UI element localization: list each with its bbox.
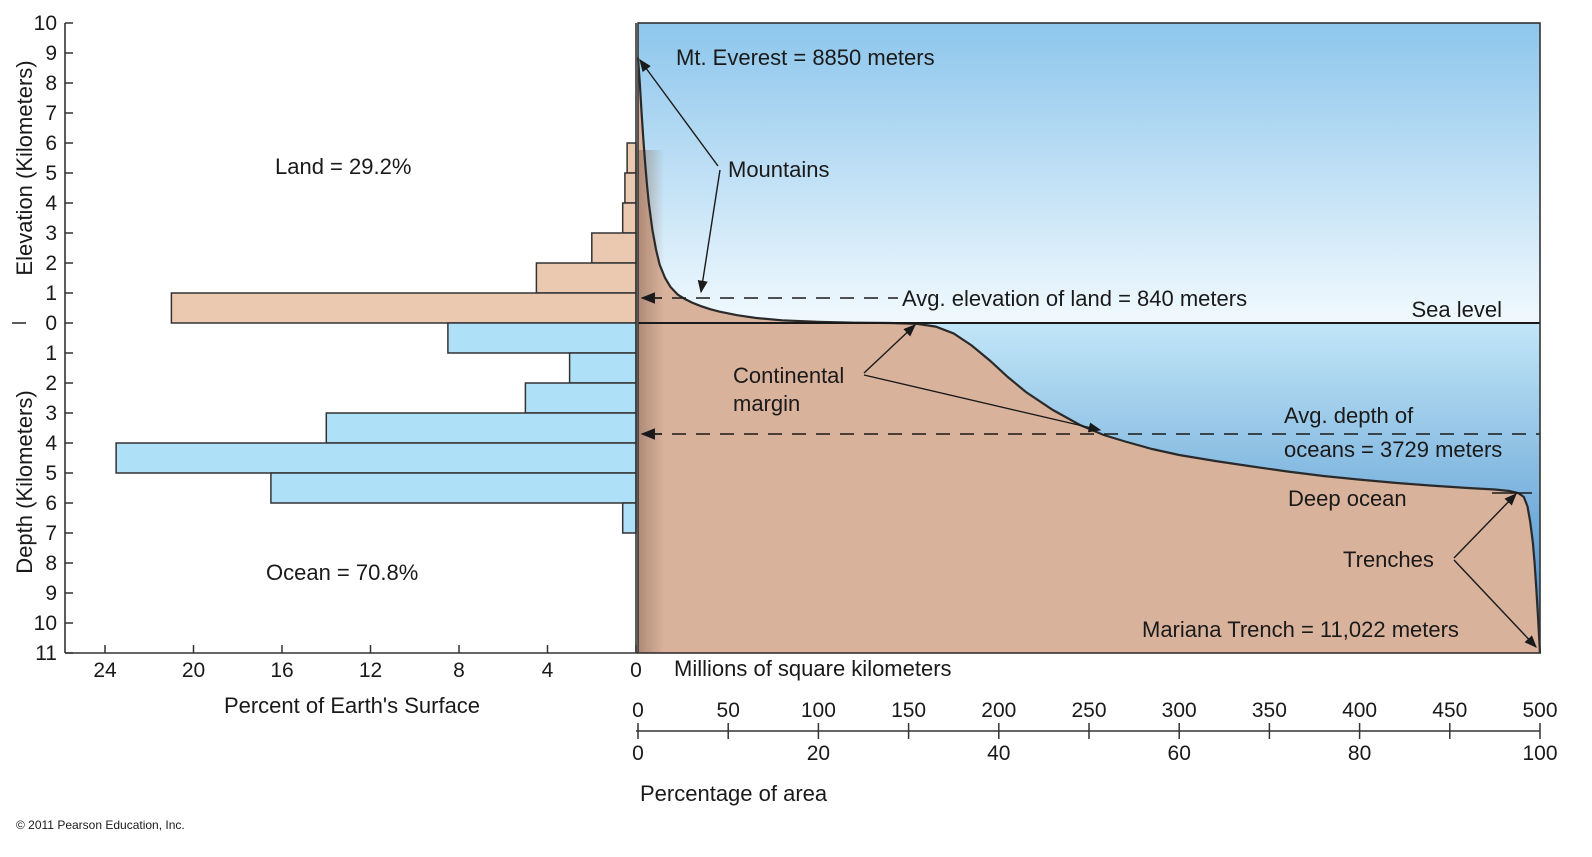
km2-tick-label: 150 <box>891 699 926 722</box>
km2-tick-label: 100 <box>801 699 836 722</box>
y-tick-label: 4 <box>45 432 57 455</box>
y-tick-label: 0 <box>45 312 57 335</box>
percentage-tick-label: 80 <box>1348 742 1371 765</box>
km2-tick-label: 50 <box>717 699 740 722</box>
continental-margin-arrow-shelf <box>863 324 916 374</box>
km2-tick-label: 0 <box>632 699 644 722</box>
percentage-tick-label: 100 <box>1522 742 1557 765</box>
elevation-axis-title: Elevation (Kilometers) <box>12 60 37 275</box>
million-km2-axis: 0 50 100 150 200 250 300 350 400 450 500 <box>632 699 1558 739</box>
histogram-bar-land-3 <box>591 232 637 264</box>
y-tick-label: 8 <box>45 72 57 95</box>
copyright-notice: © 2011 Pearson Education, Inc. <box>16 818 185 832</box>
y-tick-label: 6 <box>45 492 57 515</box>
percentage-tick-label: 40 <box>987 742 1010 765</box>
percent-tick-label: 12 <box>359 659 382 682</box>
y-tick-label: 7 <box>45 522 57 545</box>
y-tick-label: 4 <box>45 192 57 215</box>
percentage-tick-label: 0 <box>632 742 644 765</box>
percent-tick-label: 24 <box>93 659 117 682</box>
area-axis-title: Millions of square kilometers <box>674 656 952 681</box>
km2-tick-label: 300 <box>1162 699 1197 722</box>
sea-level-label: Sea level <box>1411 297 1502 322</box>
y-tick-label: 10 <box>34 12 57 35</box>
hypsometric-frame <box>637 22 1541 654</box>
histogram-bar-ocean-8 <box>524 382 637 414</box>
histogram-bar-ocean-9 <box>325 412 637 444</box>
mountains-label: Mountains <box>728 157 830 182</box>
y-tick-label: 5 <box>45 162 57 185</box>
histogram-bars <box>115 142 637 534</box>
km2-tick-label: 500 <box>1522 699 1557 722</box>
y-tick-label: 11 <box>35 642 57 665</box>
deep-ocean-label: Deep ocean <box>1288 486 1407 511</box>
crust-shadow <box>638 150 664 653</box>
hypsometric-curve <box>636 57 1542 654</box>
histogram-bar-land-2 <box>621 202 637 234</box>
land-percent-label: Land = 29.2% <box>275 154 411 179</box>
trenches-arrow-lower <box>1453 559 1537 648</box>
y-tick-label: 1 <box>45 282 57 305</box>
mariana-trench-label: Mariana Trench = 11,022 meters <box>1142 617 1459 642</box>
avg-ocean-depth-label-line1: Avg. depth of <box>1284 403 1414 428</box>
percent-tick-label: 16 <box>270 659 293 682</box>
y-tick-label: 10 <box>34 612 57 635</box>
y-tick-label: 3 <box>45 402 57 425</box>
trenches-label: Trenches <box>1343 547 1434 572</box>
histogram-bar-ocean-7 <box>568 352 637 384</box>
everest-label: Mt. Everest = 8850 meters <box>676 45 935 70</box>
percent-tick-label: 4 <box>542 659 554 682</box>
y-tick-label: 9 <box>45 582 57 605</box>
percent-tick-label: 8 <box>453 659 465 682</box>
y-tick-label: 9 <box>45 42 57 65</box>
histogram-bar-ocean-6 <box>447 322 637 354</box>
km2-tick-label: 450 <box>1432 699 1467 722</box>
hypsometric-panel: Sea level Avg. elevation of land = 840 m… <box>636 22 1542 654</box>
y-tick-label: 5 <box>45 462 57 485</box>
mountains-arrow-to-peak <box>639 58 719 167</box>
km2-tick-label: 250 <box>1071 699 1106 722</box>
histogram-bar-land-5 <box>170 292 637 324</box>
avg-ocean-depth-label-line2: oceans = 3729 meters <box>1284 437 1502 462</box>
percentage-axis-title: Percentage of area <box>640 781 828 806</box>
histogram-bar-land-1 <box>624 172 637 204</box>
continental-margin-label-line1: Continental <box>733 363 844 388</box>
percent-axis-title: Percent of Earth's Surface <box>224 693 480 718</box>
histogram-panel: Land = 29.2% Ocean = 70.8% 1098765432101… <box>12 12 642 718</box>
y-tick-label: 7 <box>45 102 57 125</box>
crust-area <box>638 57 1540 654</box>
histogram-bar-ocean-11 <box>270 472 637 504</box>
km2-tick-label: 400 <box>1342 699 1377 722</box>
y-tick-label: 3 <box>45 222 57 245</box>
km2-tick-label: 350 <box>1252 699 1287 722</box>
percent-tick-label: 0 <box>630 659 642 682</box>
histogram-bar-ocean-10 <box>115 442 637 474</box>
km2-tick-label: 200 <box>981 699 1016 722</box>
depth-axis-title: Depth (Kilometers) <box>12 390 37 573</box>
continental-margin-arrow-slope <box>863 374 1102 433</box>
histogram-bar-land-0 <box>626 142 637 174</box>
histogram-bar-ocean-12 <box>621 502 637 534</box>
y-tick-label: 8 <box>45 552 57 575</box>
ocean-percent-label: Ocean = 70.8% <box>266 560 418 585</box>
sky-background <box>638 23 1540 323</box>
mountains-arrow-to-slope <box>697 169 721 294</box>
trenches-arrow-upper <box>1453 493 1517 559</box>
continental-margin-label-line2: margin <box>733 391 800 416</box>
percentage-axis: 0 20 40 60 80 100 <box>632 742 1557 765</box>
avg-land-elevation-label: Avg. elevation of land = 840 meters <box>902 286 1247 311</box>
y-tick-label: 6 <box>45 132 57 155</box>
histogram-bar-land-4 <box>535 262 637 294</box>
percent-axis-ticks: 24 20 16 12 8 4 0 <box>93 645 642 682</box>
y-tick-label: 2 <box>45 252 57 275</box>
y-tick-label: 1 <box>45 342 57 365</box>
y-tick-label: 2 <box>45 372 57 395</box>
area-axes: Millions of square kilometers 0 50 100 150 2… <box>632 656 1557 806</box>
percentage-tick-label: 60 <box>1168 742 1191 765</box>
percent-tick-label: 20 <box>182 659 205 682</box>
percentage-tick-label: 20 <box>807 742 830 765</box>
